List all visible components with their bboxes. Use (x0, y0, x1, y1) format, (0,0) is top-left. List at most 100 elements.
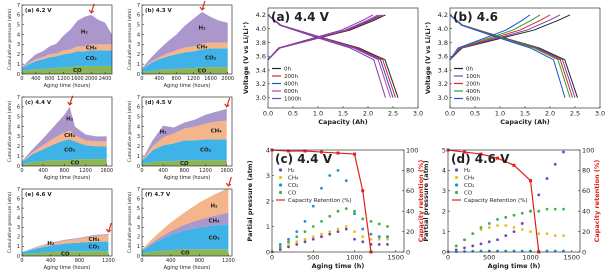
x-tick-label: 1.5 (520, 110, 530, 118)
point (545, 177, 549, 180)
y-tick-label: 3.4 (256, 66, 266, 74)
point (377, 235, 381, 239)
x-tick-label: 1200 (199, 168, 212, 174)
x-tick-label: 800 (195, 258, 205, 264)
legend-label: CO₂ (464, 183, 474, 189)
legend-label: Capacity Retention (%) (288, 198, 352, 204)
area-label: H₂ (160, 130, 168, 136)
point (287, 240, 290, 244)
x-tick-label: 2.0 (545, 110, 555, 118)
y-tick-label: 2 (442, 207, 446, 215)
point (336, 230, 340, 234)
y-tick-label: 0 (137, 254, 140, 260)
legend-swatch (454, 168, 459, 172)
area (22, 44, 112, 69)
x-tick-label: 1200 (79, 168, 92, 174)
y-tick-label: 1 (266, 223, 270, 231)
area-label: CH₄ (88, 237, 100, 243)
y-tick-label: 1 (137, 154, 140, 160)
arrow (67, 95, 74, 106)
y-axis-label: Partial pressure (atm) (422, 160, 430, 241)
area-label: H₂ (81, 30, 89, 36)
point (487, 222, 491, 225)
x-axis-label: Aging time (h) (488, 262, 541, 270)
point (545, 207, 549, 211)
point (479, 226, 483, 229)
x-axis-label: Aging time (hours) (44, 175, 91, 181)
x-tick-label: 800 (60, 168, 70, 174)
x-tick-label: 500 (483, 254, 495, 262)
y-tick-label: 6 (17, 196, 20, 202)
x-tick-label: 0.5 (288, 110, 298, 118)
x-tick-label: 800 (172, 76, 182, 82)
x-tick-label: 1500 (387, 254, 404, 262)
area (22, 66, 112, 74)
point (311, 204, 315, 208)
x-tick-label: 0 (140, 258, 143, 264)
x-axis-label: Aging time (hours) (164, 83, 211, 89)
y-tick-label: 4.0 (438, 25, 448, 33)
point (353, 212, 356, 216)
area-label: CO₂ (208, 235, 220, 241)
y-tick-label: 3 (17, 225, 20, 231)
x-tick-label: 0.0 (263, 110, 273, 118)
x-tick-label: 500 (307, 254, 319, 262)
point (311, 225, 315, 228)
chart-title: (b) 4.3 V (145, 8, 173, 14)
point (562, 207, 565, 211)
arrow (199, 0, 206, 11)
x-tick-label: 2.5 (388, 110, 398, 118)
y-tick-label: 2 (17, 144, 20, 150)
y-tick-label: 3.6 (256, 53, 266, 61)
x-tick-label: 0 (140, 168, 143, 174)
x-tick-label: 1.0 (495, 110, 505, 118)
y2-axis-label: Capacity retention (%) (593, 160, 601, 243)
area (142, 11, 228, 70)
area (142, 212, 229, 251)
point (386, 235, 389, 239)
chart-title: (d) 4.6 V (451, 152, 510, 166)
y-tick-label: 0 (442, 248, 446, 256)
area-label: CO₂ (64, 148, 76, 154)
point (504, 234, 508, 238)
x-tick-label: 800 (180, 168, 190, 174)
y-tick-label: 4.0 (256, 25, 266, 33)
chart-title: (c) 4.4 V (275, 152, 333, 166)
x-axis-label: Capacity (Ah) (500, 118, 550, 126)
x-axis-label: Aging time (hours) (164, 175, 211, 181)
legend-swatch (454, 183, 459, 187)
legend-label: 200h (466, 82, 480, 88)
area-label: CH₄ (208, 219, 220, 225)
retention-point (361, 189, 365, 193)
point (496, 217, 499, 221)
y-tick-label: 4.2 (438, 11, 448, 19)
point (320, 232, 323, 236)
point (496, 238, 499, 242)
point (328, 232, 332, 236)
area (142, 42, 228, 70)
area-label: CO (198, 69, 207, 75)
area (142, 108, 227, 162)
y-tick-label: 4 (17, 32, 20, 38)
y-axis-label: Voltage (V vs Li/Li⁺) (424, 22, 432, 94)
point (562, 234, 565, 238)
y-tick-label: 1 (17, 244, 20, 250)
x-tick-label: 1200 (102, 258, 115, 264)
y-tick-label: 7 (17, 187, 20, 193)
point (344, 207, 348, 211)
plot-frame (21, 96, 113, 167)
point (287, 237, 290, 241)
point (463, 238, 466, 242)
y-tick-label: 3 (442, 187, 446, 195)
y-axis-label: Cumulative pressure (atm) (127, 8, 133, 70)
point (320, 235, 323, 239)
y-tick-label: 2 (266, 197, 270, 205)
area (142, 188, 229, 251)
point (377, 237, 381, 241)
x-tick-label: 1600 (71, 76, 84, 82)
point (496, 224, 499, 227)
retention-point (320, 150, 323, 154)
area (142, 48, 228, 73)
y-axis-label: Partial pressure (atm) (246, 160, 254, 241)
area-label: CO (181, 251, 190, 257)
